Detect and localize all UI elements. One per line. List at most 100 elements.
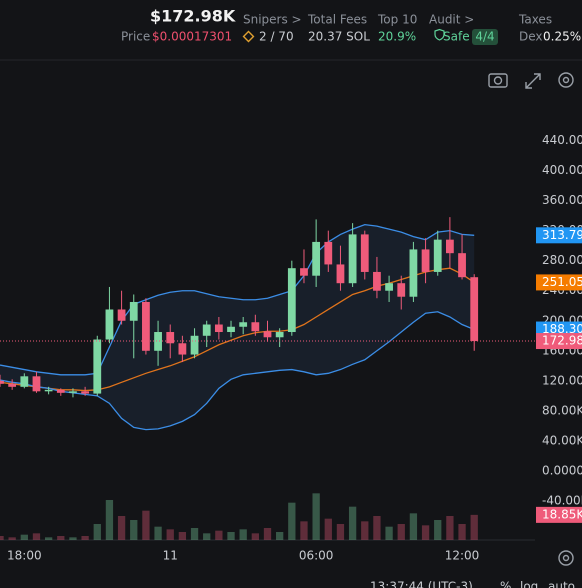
axis-settings[interactable] — [558, 550, 574, 566]
price-tag — [536, 274, 582, 291]
price-tag — [536, 333, 582, 350]
y-tick-label: 440.00K — [542, 133, 582, 147]
y-tick-label: 280.00K — [542, 253, 582, 267]
candle-body — [251, 322, 260, 332]
taxes-label: Taxes — [518, 13, 552, 27]
volume-bar — [190, 528, 199, 540]
candle-body — [8, 383, 17, 387]
price: $0.00017301 — [152, 30, 232, 44]
volume-bar — [288, 502, 296, 540]
y-tick-label: 360.00K — [542, 193, 582, 207]
fees-label: Total Fees — [307, 13, 367, 27]
volume-bar — [20, 534, 28, 540]
taxes: 0.25% — [543, 30, 581, 44]
candle-body — [312, 241, 321, 276]
price-tag-label: 188.30K — [542, 322, 582, 336]
candle-body — [202, 324, 211, 336]
clock: 13:37:44 (UTC-3) — [370, 580, 473, 588]
candle-body — [336, 264, 345, 284]
volume-bar — [57, 536, 65, 540]
volume-bar — [276, 532, 284, 540]
volume-bar — [421, 525, 430, 540]
candle-body — [445, 239, 454, 254]
candle-body — [360, 234, 369, 272]
candle-body — [93, 339, 102, 394]
fullscreen-button[interactable] — [525, 73, 541, 89]
volume-bar — [251, 533, 259, 540]
candle-body — [239, 322, 248, 327]
price-tag-label: 18.85K — [542, 507, 582, 521]
candle-body — [324, 241, 333, 265]
audit-label[interactable]: Audit > — [429, 13, 474, 27]
volume-bar — [263, 528, 272, 540]
candle-body — [117, 309, 126, 321]
candle-body — [470, 277, 479, 342]
volume-bar — [434, 520, 442, 540]
candle-body — [190, 335, 199, 355]
volume-bar — [154, 526, 162, 540]
settings-button[interactable] — [558, 72, 574, 88]
audit-badge — [472, 29, 498, 45]
volume-bar — [203, 533, 211, 540]
candle-body — [69, 391, 77, 393]
toolbar — [488, 72, 574, 89]
candle-body — [373, 271, 381, 291]
price-tag — [536, 227, 582, 244]
volume-bar — [458, 524, 466, 540]
auto-toggle[interactable]: auto — [548, 580, 575, 588]
x-tick-label: 11 — [163, 549, 178, 563]
y-tick-label: 400.00K — [542, 163, 582, 177]
volume-bar — [8, 537, 16, 540]
volume-bar — [470, 514, 478, 540]
audit-score: 4/4 — [475, 30, 494, 44]
candle-body — [166, 332, 175, 344]
candle-body — [56, 389, 65, 393]
gear — [558, 550, 574, 566]
volume-bar — [0, 536, 4, 540]
volume-bar — [215, 530, 223, 540]
gear-dot — [562, 554, 570, 562]
volume-bar — [105, 500, 114, 540]
y-tick-label: 80.00K — [542, 403, 582, 417]
candle-body — [397, 283, 406, 297]
volume-bar — [178, 532, 187, 540]
volume-bar — [166, 529, 174, 540]
volume-bar — [385, 526, 393, 540]
candle-body — [348, 234, 357, 284]
volume-bar — [130, 520, 138, 540]
percent-toggle[interactable]: % — [500, 580, 511, 588]
log-toggle[interactable]: log — [520, 580, 538, 588]
candle-body — [0, 380, 4, 384]
shield-icon — [434, 28, 445, 41]
audit: Safe — [443, 30, 470, 44]
candle-body — [44, 389, 53, 392]
y-tick-label: -40.00K — [542, 493, 582, 507]
volume-bar — [239, 529, 247, 540]
y-tick-label: 40.00K — [542, 433, 582, 447]
price-tag-label: 172.98K — [542, 334, 582, 348]
volume-bar — [336, 524, 345, 540]
camera-lens — [493, 76, 503, 85]
candle-body — [20, 376, 29, 387]
volume-bar — [397, 524, 405, 540]
price-tag — [536, 506, 582, 523]
x-tick-label: 12:00 — [445, 549, 480, 563]
y-tick-label: 0.0000 — [542, 463, 582, 477]
screenshot-button[interactable] — [488, 73, 508, 88]
top10-label: Top 10 — [377, 13, 417, 27]
candle-body — [227, 326, 235, 333]
x-tick-label: 06:00 — [299, 549, 334, 563]
volume-bar — [69, 537, 77, 540]
price-label: Price — [121, 30, 150, 44]
volume-bar — [227, 532, 235, 540]
candle-body — [287, 268, 296, 333]
snipers-label[interactable]: Snipers > — [243, 13, 302, 27]
volume-bar — [142, 510, 150, 540]
volume-bar — [373, 516, 381, 540]
candle-body — [178, 343, 187, 355]
candle-body — [214, 324, 223, 333]
volume-bar — [117, 516, 126, 540]
volume-bar — [348, 506, 357, 540]
volume-bar — [81, 536, 89, 540]
